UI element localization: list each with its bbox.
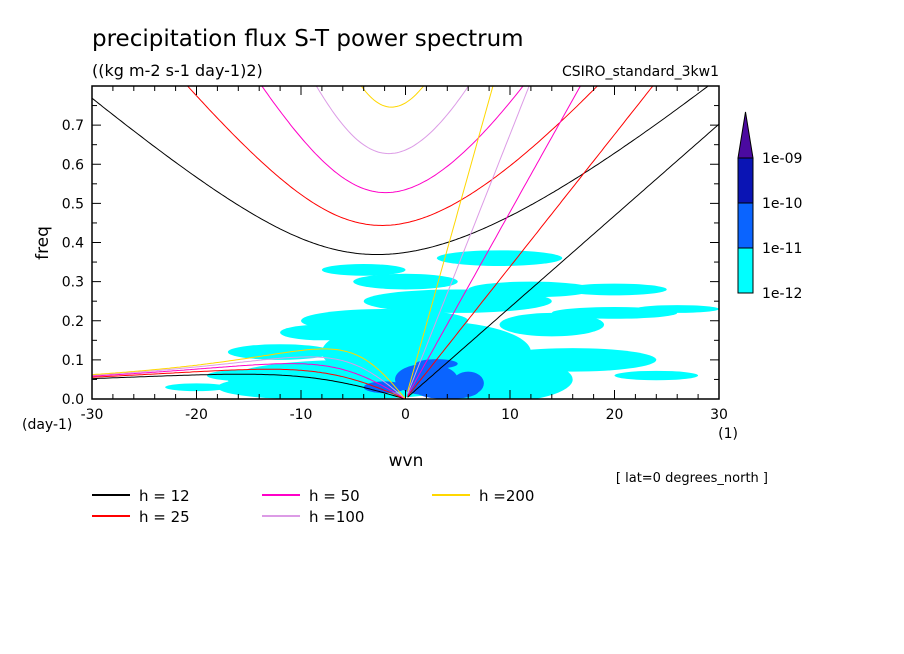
kelvin-curve-h25: [407, 86, 654, 397]
colorbar-label: 1e-12: [762, 286, 802, 302]
power-region: [635, 305, 719, 313]
x-unit: (1): [718, 426, 738, 442]
power-region: [452, 371, 484, 396]
power-region: [321, 264, 406, 276]
kelvin-curve-h100: [407, 86, 530, 394]
kelvin-curve-h200: [407, 86, 494, 392]
power-region: [499, 312, 605, 337]
x-tick-label: 10: [501, 407, 519, 423]
y-tick-label: 0.5: [62, 196, 84, 212]
x-tick-label: 30: [710, 407, 728, 423]
y-tick-label: 0.1: [62, 353, 84, 369]
power-region: [415, 359, 458, 369]
colorbar-segment: [737, 202, 754, 249]
power-region: [562, 283, 667, 296]
y-tick-label: 0.2: [62, 314, 84, 330]
power-region: [614, 370, 699, 381]
y-unit: (day-1): [22, 417, 72, 433]
kelvin-curve-h50: [407, 86, 581, 396]
rossby-curve-h200: [92, 348, 406, 399]
y-tick-label: 0.7: [62, 118, 84, 134]
colorbar-label: 1e-10: [762, 196, 802, 212]
power-region: [165, 383, 228, 392]
legend-label: h =100: [309, 508, 364, 526]
y-tick-label: 0.3: [62, 275, 84, 291]
rossby-curve-h12: [92, 373, 406, 399]
inertio-gravity-curve-h12: [92, 86, 709, 255]
y-axis-label: freq: [33, 226, 53, 260]
power-region: [489, 348, 657, 372]
power-region: [227, 344, 333, 360]
rossby-curve-h50: [92, 363, 406, 399]
inertio-gravity-curve-h25: [186, 86, 599, 227]
inertio-gravity-curve-h50: [261, 86, 524, 194]
y-tick-label: 0.4: [62, 236, 84, 252]
power-region: [217, 375, 385, 399]
x-tick-label: -20: [185, 407, 208, 423]
dataset-label: CSIRO_standard_3kw1: [562, 64, 719, 80]
axis-ticks: [91, 85, 720, 400]
x-tick-label: -30: [81, 407, 104, 423]
y-tick-labels: 0.0 0.1 0.2 0.3 0.4 0.5 0.6 0.7: [62, 118, 84, 408]
x-axis-label: wvn: [389, 451, 424, 471]
colorbar-segment: [737, 157, 754, 204]
legend-label: h = 50: [309, 487, 360, 505]
power-region: [353, 273, 458, 290]
chart-title: precipitation flux S-T power spectrum: [92, 26, 524, 52]
power-region: [280, 324, 364, 341]
x-tick-label: -10: [290, 407, 313, 423]
colorbar-label: 1e-11: [762, 241, 802, 257]
power-region: [206, 369, 291, 382]
power-region: [436, 250, 563, 266]
x-tick-label: 0: [401, 407, 410, 423]
colorbar-segment: [737, 247, 754, 294]
inertio-gravity-curve-h200: [360, 86, 425, 108]
colorbar-label: 1e-09: [762, 151, 802, 167]
y-tick-label: 0.0: [62, 392, 84, 408]
power-field: [165, 250, 719, 399]
legend-label: h = 12: [139, 487, 190, 505]
kelvin-curve-h12: [407, 123, 719, 398]
y-tick-label: 0.6: [62, 157, 84, 173]
legend-label: h = 25: [139, 508, 190, 526]
x-tick-label: 20: [606, 407, 624, 423]
x-tick-labels: -30 -20 -10 0 10 20 30: [81, 407, 728, 423]
legend: h = 12 h = 25 h = 50 h =100 h =200: [92, 487, 534, 526]
legend-label: h =200: [479, 487, 534, 505]
chart-subtitle: ((kg m-2 s-1 day-1)2): [92, 61, 263, 80]
rossby-curve-h100: [92, 356, 406, 399]
slice-label: [ lat=0 degrees_north ]: [616, 471, 768, 486]
inertio-gravity-curve-h100: [315, 86, 470, 155]
dispersion-curves: [92, 86, 719, 399]
rossby-curve-h25: [92, 368, 406, 399]
colorbar: 1e-12 1e-11 1e-10 1e-09: [737, 111, 802, 302]
colorbar-extend-triangle: [737, 111, 754, 159]
